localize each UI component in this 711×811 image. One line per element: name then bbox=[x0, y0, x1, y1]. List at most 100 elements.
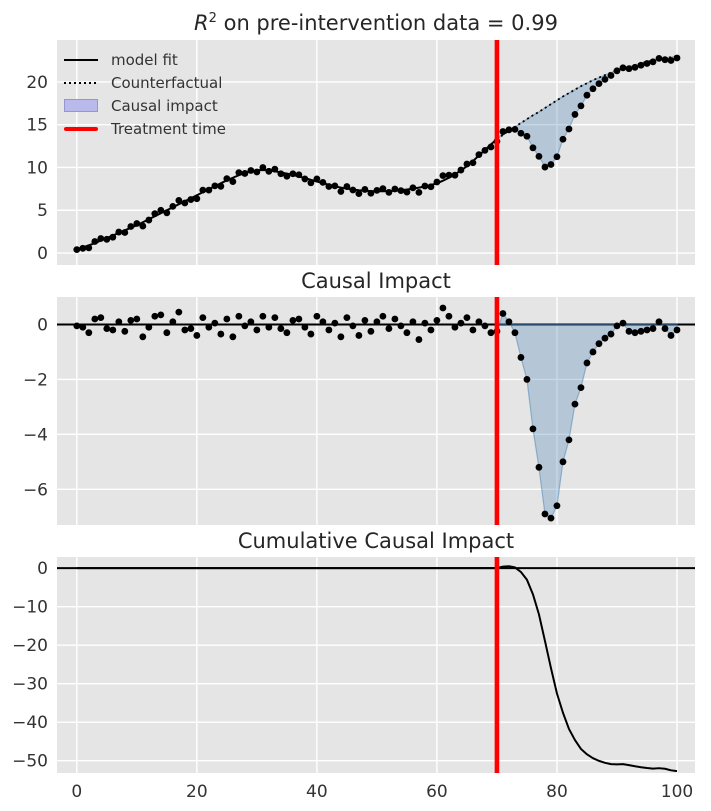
data-point bbox=[649, 325, 657, 332]
data-point bbox=[127, 223, 135, 230]
data-point bbox=[169, 202, 177, 210]
data-point bbox=[409, 184, 417, 192]
data-point bbox=[661, 56, 669, 64]
y-tick-label: −40 bbox=[12, 713, 48, 733]
data-point bbox=[265, 323, 273, 331]
data-point bbox=[103, 235, 111, 243]
y-tick-label: 20 bbox=[26, 73, 48, 93]
data-point bbox=[217, 330, 225, 338]
y-tick-label: −10 bbox=[12, 598, 48, 618]
data-point bbox=[211, 182, 219, 190]
data-point bbox=[319, 178, 327, 186]
data-point bbox=[145, 323, 153, 331]
data-point bbox=[301, 323, 309, 331]
data-point bbox=[355, 332, 363, 339]
data-point bbox=[313, 312, 321, 320]
legend-item-treatment-time: Treatment time bbox=[64, 119, 226, 138]
data-point bbox=[235, 312, 243, 320]
y-tick-label: −6 bbox=[23, 480, 48, 500]
data-point bbox=[133, 315, 141, 323]
data-point bbox=[637, 61, 645, 69]
dotted-line-swatch bbox=[64, 81, 98, 84]
data-point bbox=[265, 167, 273, 175]
data-point bbox=[409, 318, 417, 326]
x-tick-label: 0 bbox=[71, 782, 82, 802]
data-point bbox=[355, 190, 363, 198]
data-point bbox=[313, 175, 321, 183]
data-point bbox=[187, 325, 195, 332]
data-point bbox=[433, 178, 441, 186]
data-point bbox=[481, 322, 489, 330]
data-point bbox=[511, 126, 519, 133]
data-point bbox=[325, 183, 333, 190]
data-point bbox=[337, 333, 345, 341]
data-point bbox=[583, 359, 591, 367]
data-point bbox=[325, 326, 333, 334]
data-point bbox=[523, 132, 531, 140]
data-point bbox=[547, 514, 555, 522]
data-point bbox=[607, 330, 615, 338]
data-point bbox=[559, 135, 567, 143]
data-point bbox=[541, 510, 549, 518]
data-point bbox=[415, 188, 423, 196]
data-point bbox=[577, 102, 585, 110]
data-point bbox=[445, 312, 453, 320]
data-point bbox=[175, 308, 183, 316]
y-tick-label: −4 bbox=[23, 425, 48, 445]
data-point bbox=[151, 312, 159, 320]
data-point bbox=[139, 222, 147, 230]
data-point bbox=[247, 167, 255, 174]
data-point bbox=[595, 80, 603, 88]
data-point bbox=[613, 67, 621, 75]
data-point bbox=[625, 65, 633, 73]
data-point bbox=[169, 318, 177, 326]
data-point bbox=[445, 171, 453, 179]
x-tick-label: 40 bbox=[306, 782, 328, 802]
data-point bbox=[151, 210, 159, 218]
data-point bbox=[253, 326, 261, 334]
data-point bbox=[505, 126, 513, 134]
red-line-swatch bbox=[64, 126, 98, 131]
data-point bbox=[235, 169, 243, 177]
data-point bbox=[667, 332, 675, 339]
data-point bbox=[529, 144, 537, 152]
bottom-chart-title: Cumulative Causal Impact bbox=[237, 529, 515, 553]
data-point bbox=[271, 165, 279, 173]
data-point bbox=[661, 325, 669, 332]
y-tick-label: 0 bbox=[37, 244, 48, 264]
legend-label: Counterfactual bbox=[111, 73, 223, 92]
data-point bbox=[427, 326, 435, 334]
data-point bbox=[259, 164, 267, 171]
data-point bbox=[229, 178, 237, 185]
data-point bbox=[535, 463, 543, 471]
x-tick-label: 20 bbox=[186, 782, 208, 802]
data-point bbox=[343, 314, 351, 322]
title-math-sup: 2 bbox=[208, 11, 217, 26]
data-point bbox=[109, 233, 117, 241]
data-point bbox=[181, 199, 189, 207]
y-tick-label: 10 bbox=[26, 158, 48, 178]
data-point bbox=[205, 186, 213, 194]
data-point bbox=[307, 330, 315, 338]
solid-line-swatch bbox=[64, 58, 98, 61]
data-point bbox=[475, 318, 483, 326]
data-point bbox=[595, 340, 603, 348]
data-point bbox=[97, 235, 105, 242]
data-point bbox=[631, 63, 639, 71]
data-point bbox=[499, 310, 507, 317]
data-point bbox=[457, 166, 465, 174]
data-point bbox=[241, 322, 249, 330]
data-point bbox=[373, 186, 381, 194]
data-point bbox=[91, 238, 99, 245]
data-point bbox=[397, 187, 405, 195]
data-point bbox=[157, 206, 165, 214]
data-point bbox=[85, 329, 93, 337]
data-point bbox=[589, 85, 597, 93]
x-tick-label: 100 bbox=[661, 782, 693, 802]
data-point bbox=[247, 318, 255, 326]
data-point bbox=[403, 188, 411, 196]
data-point bbox=[307, 179, 315, 187]
data-point bbox=[367, 189, 375, 197]
data-point bbox=[337, 188, 345, 195]
